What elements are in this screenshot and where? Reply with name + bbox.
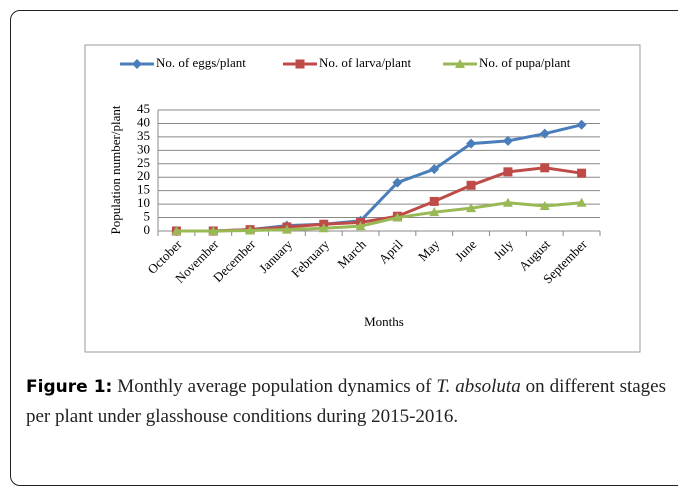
caption-text: Monthly average population dynamics of — [117, 376, 437, 397]
caption-label: Figure 1: — [26, 377, 113, 397]
chart-frame — [84, 44, 641, 353]
figure-box — [10, 10, 678, 486]
y-axis-label: Population number/plant — [108, 105, 123, 234]
legend-label: No. of larva/plant — [319, 55, 411, 70]
marker — [429, 196, 439, 206]
marker — [466, 203, 477, 213]
legend-marker — [455, 59, 465, 68]
marker — [171, 226, 182, 235]
marker — [466, 138, 477, 149]
y-tick-label: 20 — [137, 168, 150, 183]
marker — [281, 224, 292, 234]
legend-label: No. of eggs/plant — [156, 55, 246, 70]
marker — [318, 223, 329, 233]
marker — [429, 207, 440, 217]
marker — [576, 119, 587, 130]
legend-label: No. of pupa/plant — [479, 55, 571, 70]
marker — [539, 200, 550, 210]
y-tick-label: 40 — [137, 114, 150, 129]
caption-text: on different stages per plant under glas… — [26, 376, 667, 427]
y-tick-label: 5 — [144, 209, 151, 224]
y-tick-label: 15 — [137, 182, 150, 197]
caption: Figure 1: Monthly average population dyn… — [26, 372, 666, 431]
y-tick-label: 30 — [137, 141, 150, 156]
marker — [466, 180, 476, 190]
marker — [503, 167, 513, 177]
series-line — [176, 201, 582, 233]
marker — [576, 197, 587, 207]
marker — [392, 177, 403, 188]
y-tick-label: 0 — [144, 222, 151, 237]
y-tick-label: 45 — [137, 101, 150, 116]
marker — [429, 164, 440, 175]
marker — [392, 212, 403, 222]
x-axis-label: Months — [364, 314, 404, 329]
legend-marker — [295, 59, 305, 69]
legend-marker — [132, 59, 142, 69]
marker — [502, 135, 513, 146]
marker — [208, 226, 219, 235]
marker — [539, 128, 550, 139]
marker — [245, 225, 256, 235]
marker — [502, 197, 513, 207]
marker — [355, 221, 366, 231]
y-tick-label: 35 — [137, 128, 150, 143]
marker — [540, 163, 550, 173]
caption-italic: T. absoluta — [436, 376, 521, 397]
y-tick-label: 25 — [137, 155, 150, 170]
marker — [577, 168, 587, 178]
y-tick-label: 10 — [137, 195, 150, 210]
